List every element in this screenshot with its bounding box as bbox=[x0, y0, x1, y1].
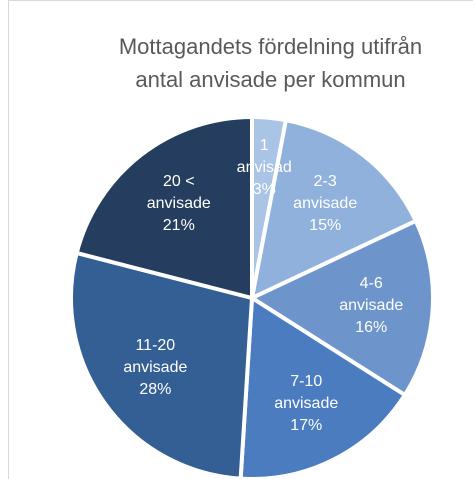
value-label: 21% bbox=[162, 216, 195, 234]
slice-label: 11-20 anvisade 28% bbox=[110, 335, 200, 401]
category-label: 11-20 anvisade bbox=[123, 337, 188, 377]
chart-frame bbox=[8, 0, 473, 479]
value-label: 28% bbox=[139, 381, 172, 399]
category-label: 20 < anvisade bbox=[146, 172, 211, 212]
slice-label: 4-6 anvisade 16% bbox=[326, 273, 416, 339]
category-label: 1 anvisad bbox=[236, 137, 292, 177]
slice-label: 20 < anvisade 21% bbox=[134, 171, 224, 237]
pie-slice bbox=[249, 117, 419, 302]
pie-slice bbox=[247, 218, 435, 398]
category-label: 7-10 anvisade bbox=[274, 373, 339, 413]
value-label: 16% bbox=[355, 318, 388, 336]
pie-slice bbox=[69, 250, 255, 479]
pie-slice bbox=[74, 114, 254, 301]
chart-title: Mottagandets fördelning utifrån antal an… bbox=[118, 34, 423, 92]
value-label: 15% bbox=[309, 216, 342, 234]
slice-label: 2-3 anvisade 15% bbox=[280, 171, 370, 237]
slice-label: 1 anvisad 3% bbox=[234, 135, 294, 201]
category-label: 4-6 anvisade bbox=[339, 274, 404, 314]
category-label: 2-3 anvisade bbox=[293, 172, 358, 212]
value-label: 17% bbox=[290, 417, 323, 435]
value-label: 3% bbox=[252, 181, 276, 199]
slice-label: 7-10 anvisade 17% bbox=[261, 371, 351, 437]
